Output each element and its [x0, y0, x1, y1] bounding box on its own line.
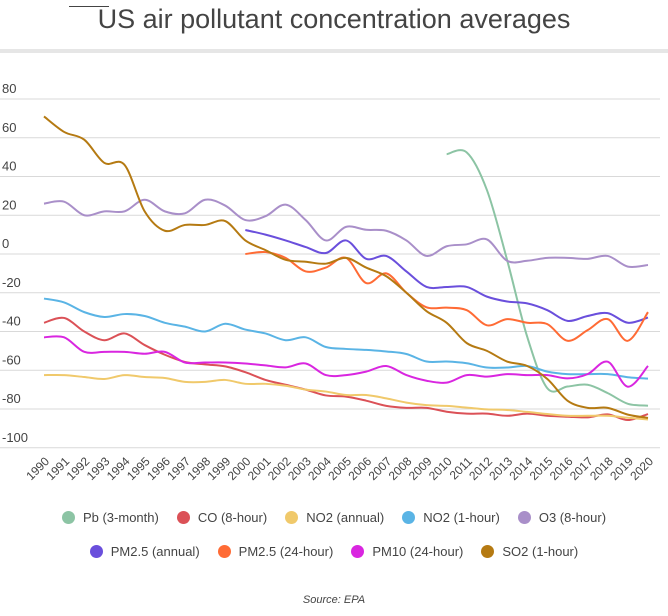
y-tick-label: -40: [2, 314, 21, 329]
legend-label: SO2 (1-hour): [502, 544, 579, 559]
y-tick-label: 20: [2, 197, 16, 212]
series-line-no2-1-hour: [43, 297, 649, 380]
legend-item[interactable]: SO2 (1-hour): [481, 544, 578, 559]
y-tick-label: 60: [2, 120, 16, 135]
legend-item[interactable]: Pb (3-month): [61, 510, 159, 525]
legend-swatch: [481, 545, 495, 558]
legend-item[interactable]: O3 (8-hour): [517, 510, 607, 525]
y-tick-label: -100: [2, 430, 28, 445]
series-line-pm2-5-annual: [245, 229, 649, 324]
legend-item[interactable]: PM10 (24-hour): [351, 544, 463, 559]
legend-row-2: PM2.5 (annual) PM2.5 (24-hour) PM10 (24-ho…: [0, 544, 668, 561]
legend-swatch: [176, 511, 190, 524]
legend-label: NO2 (1-hour): [423, 510, 500, 525]
legend-swatch: [61, 511, 75, 524]
title-divider: [0, 49, 668, 53]
legend-label: Pb (3-month): [82, 510, 159, 525]
legend-item[interactable]: PM2.5 (annual): [89, 544, 200, 559]
legend-label: CO (8-hour): [197, 510, 268, 525]
series-line-pm10-24-hour: [43, 335, 649, 388]
legend-swatch: [285, 511, 299, 524]
chart-title: US air pollutant concentration averages: [97, 4, 571, 34]
y-tick-label: -20: [2, 275, 21, 290]
legend-swatch: [89, 545, 103, 558]
legend-swatch: [351, 545, 365, 558]
legend-item[interactable]: PM2.5 (24-hour): [217, 544, 334, 559]
legend-label: PM2.5 (annual): [110, 544, 200, 559]
top-accent-line: [69, 6, 109, 7]
legend-label: PM10 (24-hour): [372, 544, 464, 559]
legend-item[interactable]: NO2 (1-hour): [402, 510, 500, 525]
series-line-pm2-5-24-hour: [245, 250, 649, 342]
legend-swatch: [217, 545, 231, 558]
series-line-no2-annual: [43, 373, 649, 421]
series-line-o3-8-hour: [43, 198, 649, 269]
legend-label: NO2 (annual): [306, 510, 385, 525]
y-tick-label: 0: [2, 236, 9, 251]
legend-label: O3 (8-hour): [538, 510, 607, 525]
legend-swatch: [402, 511, 416, 524]
source-note: Source: EPA: [302, 594, 366, 606]
legend-label: PM2.5 (24-hour): [238, 544, 334, 559]
x-tick-label: 2020: [627, 454, 656, 483]
legend-item[interactable]: NO2 (annual): [285, 510, 384, 525]
legend-item[interactable]: CO (8-hour): [176, 510, 268, 525]
legend-row-1: Pb (3-month) CO (8-hour) NO2 (annual) NO2 (…: [0, 510, 668, 527]
y-tick-label: -80: [2, 391, 21, 406]
series-line-pb-3-month: [446, 149, 649, 407]
y-tick-label: -60: [2, 352, 21, 367]
series-line-co-8-hour: [43, 316, 649, 422]
series-line-so2-1-hour: [43, 115, 649, 419]
legend-swatch: [517, 511, 531, 524]
y-tick-label: 40: [2, 159, 16, 174]
y-tick-label: 80: [2, 81, 16, 96]
